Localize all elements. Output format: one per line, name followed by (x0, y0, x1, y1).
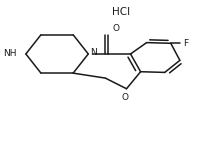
Text: HCl: HCl (112, 7, 130, 17)
Text: O: O (112, 24, 119, 33)
Text: F: F (182, 39, 187, 48)
Text: NH: NH (3, 49, 17, 59)
Text: N: N (90, 48, 97, 57)
Text: O: O (121, 93, 128, 102)
